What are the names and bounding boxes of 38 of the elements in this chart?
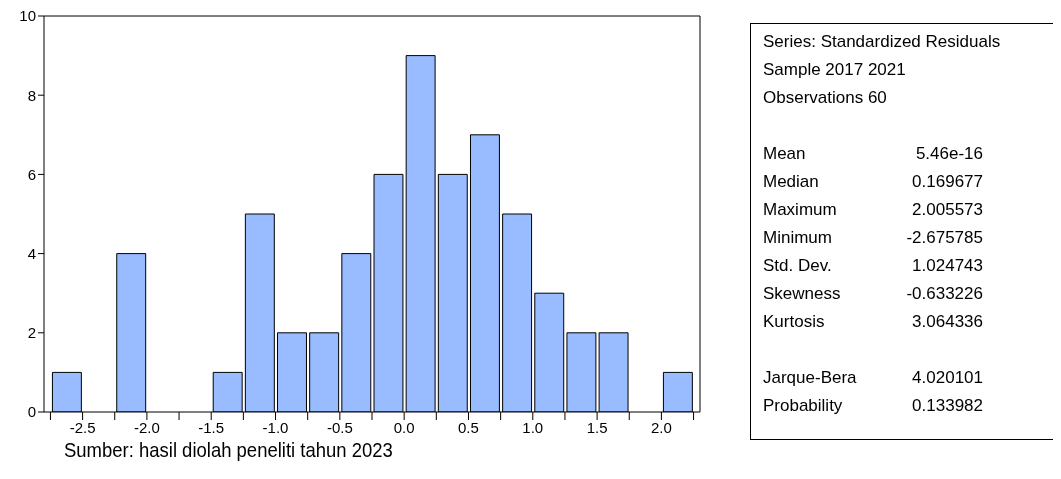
x-tick-label: 0.5 [458, 418, 479, 436]
text: Probability [763, 395, 844, 417]
text: 0.169677 [911, 171, 983, 193]
text: Kurtosis [763, 311, 826, 333]
text: Median [763, 171, 820, 193]
y-tick-label: 10 [19, 7, 36, 25]
text: Observations 60 [763, 87, 888, 109]
text: 1.024743 [911, 255, 983, 277]
x-tick-label: 2.0 [650, 418, 672, 436]
x-tick-label: -2.5 [69, 418, 96, 436]
text: 5.46e-16 [914, 143, 983, 165]
text: -0.633226 [905, 283, 983, 305]
y-tick-label: 4 [27, 244, 36, 262]
text: 0.133982 [911, 395, 983, 417]
x-tick-label: 1.5 [586, 418, 608, 436]
x-tick-label: 1.0 [522, 418, 544, 436]
x-tick-label: -2.0 [133, 418, 160, 436]
text: Sumber: hasil diolah peneliti tahun 2023 [64, 438, 393, 462]
text: Minimum [763, 227, 833, 249]
x-tick-label: -1.5 [198, 418, 225, 436]
text: Skewness [763, 283, 842, 305]
y-tick-label: 2 [27, 324, 36, 342]
text: Sample 2017 2021 [763, 59, 907, 81]
text: Jarque-Bera [763, 367, 858, 389]
y-tick-label: 0 [27, 403, 36, 421]
text: Mean [763, 143, 807, 165]
y-tick-label: 8 [27, 86, 36, 104]
y-tick-label: 6 [27, 165, 36, 183]
text: 4.020101 [911, 367, 983, 389]
text: 3.064336 [911, 311, 983, 333]
text: Series: Standardized Residuals [763, 31, 1002, 53]
text: 2.005573 [911, 199, 983, 221]
x-tick-label: 0.0 [393, 418, 415, 436]
text: Std. Dev. [763, 255, 833, 277]
text: Maximum [763, 199, 838, 221]
x-tick-label: -0.5 [326, 418, 353, 436]
x-tick-label: -1.0 [262, 418, 289, 436]
text: -2.675785 [905, 227, 983, 249]
